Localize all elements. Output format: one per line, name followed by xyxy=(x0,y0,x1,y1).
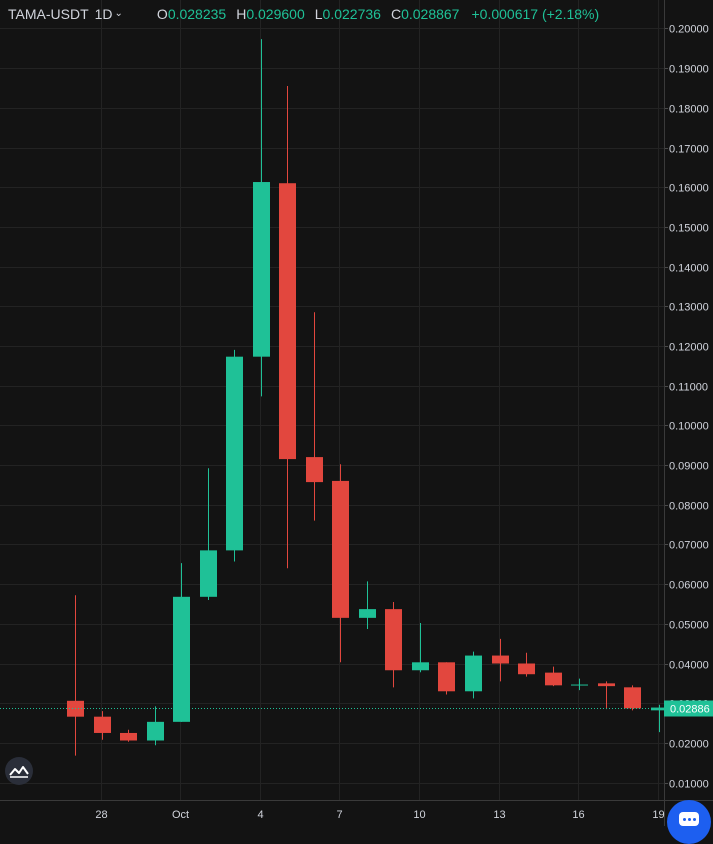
time-tick-label: 28 xyxy=(95,809,107,821)
candle-body xyxy=(332,480,349,618)
candle-body xyxy=(147,721,164,741)
candle-down[interactable] xyxy=(385,601,402,688)
candlestick-chart[interactable]: 0.010000.020000.030000.040000.050000.060… xyxy=(0,0,713,826)
candles xyxy=(67,39,668,756)
candle-body xyxy=(306,457,323,483)
candle-body xyxy=(518,663,535,675)
candle-body xyxy=(94,716,111,733)
candle-up[interactable] xyxy=(200,468,217,600)
candle-up[interactable] xyxy=(147,706,164,746)
candle-body xyxy=(120,732,137,741)
candle-down[interactable] xyxy=(438,662,455,695)
candle-down[interactable] xyxy=(518,652,535,677)
time-axis[interactable]: 28 Oct 4 7 10 13 16 19 xyxy=(0,800,713,822)
price-tick-label: 0.20000 xyxy=(669,24,709,36)
price-tick-label: 0.11000 xyxy=(669,382,708,394)
grid-lines xyxy=(0,0,664,800)
price-tick-label: 0.08000 xyxy=(669,501,709,513)
candle-down[interactable] xyxy=(598,681,615,710)
time-tick-label: Oct xyxy=(172,809,189,821)
last-price-badge: 0.02886 xyxy=(664,700,713,717)
time-tick-label: 19 xyxy=(652,809,664,821)
candle-body xyxy=(279,183,296,460)
price-tick-label: 0.13000 xyxy=(669,302,709,314)
candle-up[interactable] xyxy=(226,349,243,562)
candle-body xyxy=(226,356,243,551)
price-tick-label: 0.09000 xyxy=(669,461,709,473)
candle-down[interactable] xyxy=(624,685,641,711)
candle-body xyxy=(651,707,668,711)
price-tick-label: 0.01000 xyxy=(669,779,709,791)
chevron-down-icon[interactable]: ⌄ xyxy=(114,7,123,19)
price-tick-label: 0.15000 xyxy=(669,223,709,235)
candle-down[interactable] xyxy=(120,729,137,742)
candle-down[interactable] xyxy=(545,666,562,687)
candle-body xyxy=(545,672,562,686)
high-label: H xyxy=(236,6,247,22)
candle-down[interactable] xyxy=(492,638,509,682)
time-tick-label: 4 xyxy=(257,809,263,821)
candle-up[interactable] xyxy=(412,623,429,673)
logo-mark xyxy=(9,766,29,778)
close-label: C xyxy=(390,6,402,22)
last-price-label: 0.02886 xyxy=(670,704,710,716)
candle-up[interactable] xyxy=(253,39,270,397)
candle-up[interactable] xyxy=(465,651,482,699)
price-tick-label: 0.19000 xyxy=(669,64,709,76)
time-tick-label: 7 xyxy=(336,809,342,821)
open-label: O xyxy=(156,6,168,22)
open-value: 0.028235 xyxy=(167,6,227,22)
chat-bubble-icon xyxy=(679,812,699,826)
price-tick-label: 0.18000 xyxy=(669,104,709,116)
price-tick-label: 0.05000 xyxy=(669,620,709,632)
candle-down[interactable] xyxy=(332,464,349,663)
candle-down[interactable] xyxy=(306,312,323,521)
candle-up[interactable] xyxy=(651,704,668,733)
price-tick-label: 0.02000 xyxy=(669,739,709,751)
candle-body xyxy=(359,609,376,618)
candle-down[interactable] xyxy=(94,711,111,740)
price-tick-label: 0.10000 xyxy=(669,421,709,433)
chat-button[interactable] xyxy=(667,800,711,844)
time-tick-label: 13 xyxy=(493,809,505,821)
candle-down[interactable] xyxy=(279,85,296,569)
candle-up[interactable] xyxy=(173,563,190,722)
candle-body xyxy=(253,182,270,357)
low-label: L xyxy=(314,6,323,22)
time-tick-label: 10 xyxy=(413,809,425,821)
timeframe-label[interactable]: 1D xyxy=(94,6,113,22)
candle-up[interactable] xyxy=(571,678,588,691)
candle-body xyxy=(598,683,615,687)
tradingview-logo-icon[interactable] xyxy=(5,757,33,785)
candle-body xyxy=(492,655,509,664)
low-value: 0.022736 xyxy=(322,6,381,22)
symbol-legend: TAMA-USDT 1D ⌄ O 0.028235 H 0.029600 L 0… xyxy=(8,5,599,23)
price-tick-label: 0.14000 xyxy=(669,263,709,275)
close-value: 0.028867 xyxy=(401,6,460,22)
price-tick-label: 0.16000 xyxy=(669,183,709,195)
price-tick-label: 0.12000 xyxy=(669,342,709,354)
price-tick-label: 0.06000 xyxy=(669,580,709,592)
change-value: +0.000617 (+2.18%) xyxy=(471,6,600,22)
candle-up[interactable] xyxy=(359,581,376,629)
high-value: 0.029600 xyxy=(246,6,305,22)
price-tick-label: 0.17000 xyxy=(669,144,709,156)
candle-body xyxy=(571,684,588,686)
candle-body xyxy=(385,609,402,671)
candle-body xyxy=(200,550,217,597)
candle-body xyxy=(412,662,429,671)
symbol-name[interactable]: TAMA-USDT xyxy=(8,6,89,22)
price-tick-label: 0.07000 xyxy=(669,540,709,552)
candle-down[interactable] xyxy=(67,595,84,756)
time-tick-label: 16 xyxy=(572,809,584,821)
candle-body xyxy=(465,655,482,692)
candle-body xyxy=(173,596,190,722)
candle-body xyxy=(624,687,641,709)
price-tick-label: 0.04000 xyxy=(669,660,709,672)
candle-body xyxy=(438,662,455,692)
